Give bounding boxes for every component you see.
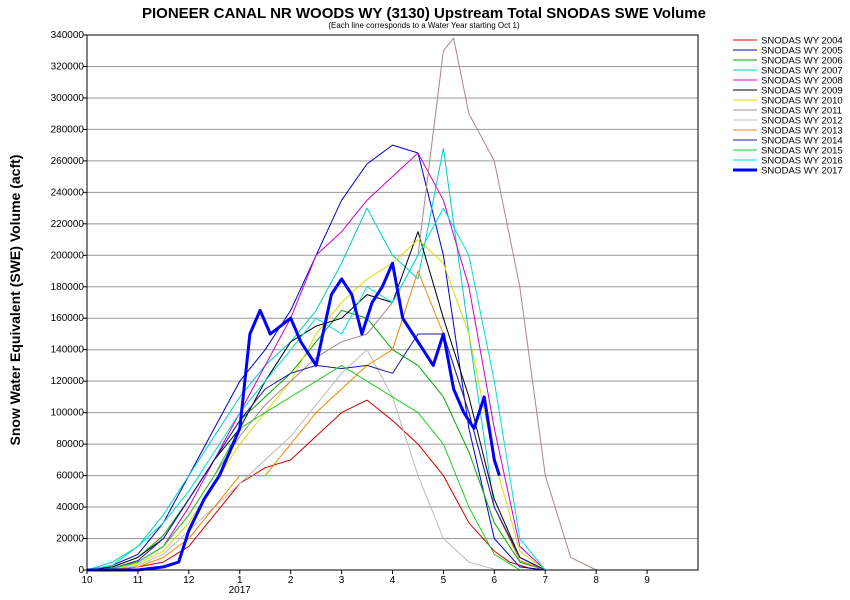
series-line — [86, 364, 521, 571]
series-lines — [86, 37, 597, 572]
legend-label: SNODAS WY 2008 — [761, 76, 843, 87]
x-tick-label: 2 — [288, 575, 294, 586]
series-line — [86, 239, 546, 571]
y-tick-label: 40000 — [56, 502, 84, 513]
series-line — [86, 333, 546, 571]
series-line — [86, 309, 546, 571]
y-axis-label: Snow Water Equivalent (SWE) Volume (acft… — [7, 155, 23, 446]
x-tick-label: 6 — [492, 575, 498, 586]
x-tick-label: 12 — [183, 575, 195, 586]
legend-label: SNODAS WY 2007 — [761, 66, 843, 77]
x-tick-label: 3 — [339, 575, 345, 586]
legend-label: SNODAS WY 2013 — [761, 126, 843, 137]
legend-label: SNODAS WY 2017 — [761, 166, 843, 177]
y-tick-label: 220000 — [51, 219, 85, 230]
series-line — [86, 207, 546, 571]
y-tick-label: 240000 — [51, 187, 85, 198]
x-tick-label: 5 — [441, 575, 447, 586]
y-tick-label: 20000 — [56, 534, 84, 545]
x-tick-label: 7 — [542, 575, 548, 586]
legend-label: SNODAS WY 2005 — [761, 46, 843, 57]
y-tick-label: 200000 — [51, 250, 85, 261]
x-tick-label: 1 — [237, 575, 243, 586]
y-tick-label: 260000 — [51, 156, 85, 167]
legend-label: SNODAS WY 2016 — [761, 156, 843, 167]
y-tick-label: 60000 — [56, 471, 84, 482]
legend-label: SNODAS WY 2010 — [761, 96, 843, 107]
legend-label: SNODAS WY 2014 — [761, 136, 843, 147]
legend-label: SNODAS WY 2011 — [761, 106, 842, 117]
legend-label: SNODAS WY 2012 — [761, 116, 843, 127]
legend-label: SNODAS WY 2004 — [761, 36, 843, 47]
y-tick-label: 120000 — [51, 376, 85, 387]
x-tick-label: 4 — [390, 575, 396, 586]
y-tick-label: 100000 — [51, 408, 85, 419]
y-axis-ticks: 0 20000 40000 60000 80000 100000 120000 140000 1… — [51, 30, 87, 576]
series-line — [86, 349, 520, 571]
series-line — [86, 231, 546, 571]
chart-title: PIONEER CANAL NR WOODS WY (3130) Upstrea… — [142, 5, 706, 22]
x-tick-label: 8 — [593, 575, 599, 586]
legend-label: SNODAS WY 2009 — [761, 86, 843, 97]
x-tick-label: 9 — [644, 575, 650, 586]
x-year-label: 2017 — [229, 585, 252, 596]
series-line — [86, 37, 597, 571]
x-tick-label: 10 — [81, 575, 93, 586]
series-line — [87, 261, 501, 572]
y-tick-label: 0 — [78, 565, 84, 576]
y-tick-label: 280000 — [51, 124, 85, 135]
y-tick-label: 140000 — [51, 345, 85, 356]
legend-label: SNODAS WY 2006 — [761, 56, 843, 67]
y-tick-label: 340000 — [51, 30, 85, 41]
y-tick-label: 180000 — [51, 282, 85, 293]
y-tick-label: 80000 — [56, 439, 84, 450]
legend-label: SNODAS WY 2015 — [761, 146, 843, 157]
y-tick-label: 160000 — [51, 313, 85, 324]
x-tick-label: 11 — [133, 575, 144, 586]
chart-subtitle: (Each line corresponds to a Water Year s… — [328, 21, 520, 30]
y-tick-label: 320000 — [51, 61, 85, 72]
y-tick-label: 300000 — [51, 93, 85, 104]
